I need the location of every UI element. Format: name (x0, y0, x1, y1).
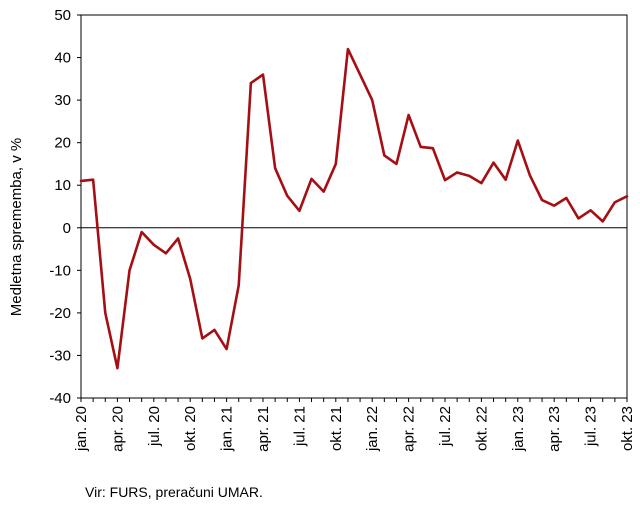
x-tick-label: okt. 21 (328, 406, 345, 451)
x-tick-label: apr. 20 (109, 406, 126, 452)
y-tick-label: -20 (49, 305, 71, 322)
x-tick-label: jul. 21 (291, 406, 308, 447)
x-tick-label: jul. 23 (583, 406, 600, 447)
y-tick-label: 20 (54, 135, 71, 152)
y-tick-label: 40 (54, 50, 71, 67)
x-tick-label: jan. 23 (510, 406, 527, 452)
x-tick-label: okt. 22 (473, 406, 490, 451)
y-axis-title: Medletna sprememba, v % (8, 138, 25, 316)
x-tick-label: jul. 20 (146, 406, 163, 447)
y-tick-label: -40 (49, 390, 71, 407)
x-tick-label: okt. 23 (619, 406, 636, 451)
y-tick-label: 30 (54, 92, 71, 109)
y-axis: -40 -30 -20 -10 0 10 20 30 40 50 (49, 7, 81, 407)
x-axis: jan. 20 apr. 20 jul. 20 okt. 20 jan. 21 apr. … (73, 398, 636, 452)
y-tick-label: -10 (49, 262, 71, 279)
source-note: Vir: FURS, preračuni UMAR. (85, 484, 263, 500)
y-tick-label: 10 (54, 177, 71, 194)
x-tick-label: jan. 22 (364, 406, 381, 452)
x-tick-label: jan. 20 (73, 406, 90, 452)
series-line (79, 47, 629, 370)
x-tick-label: apr. 22 (401, 406, 418, 452)
y-tick-label: -30 (49, 347, 71, 364)
x-tick-label: apr. 23 (546, 406, 563, 452)
series-layer (79, 47, 629, 370)
y-tick-label: 0 (63, 220, 71, 237)
x-tick-label: jul. 22 (437, 406, 454, 447)
plot-area (80, 14, 628, 399)
x-tick-label: jan. 21 (219, 406, 236, 452)
x-tick-label: okt. 20 (182, 406, 199, 451)
y-tick-label: 50 (54, 7, 71, 24)
x-tick-label: apr. 21 (255, 406, 272, 452)
